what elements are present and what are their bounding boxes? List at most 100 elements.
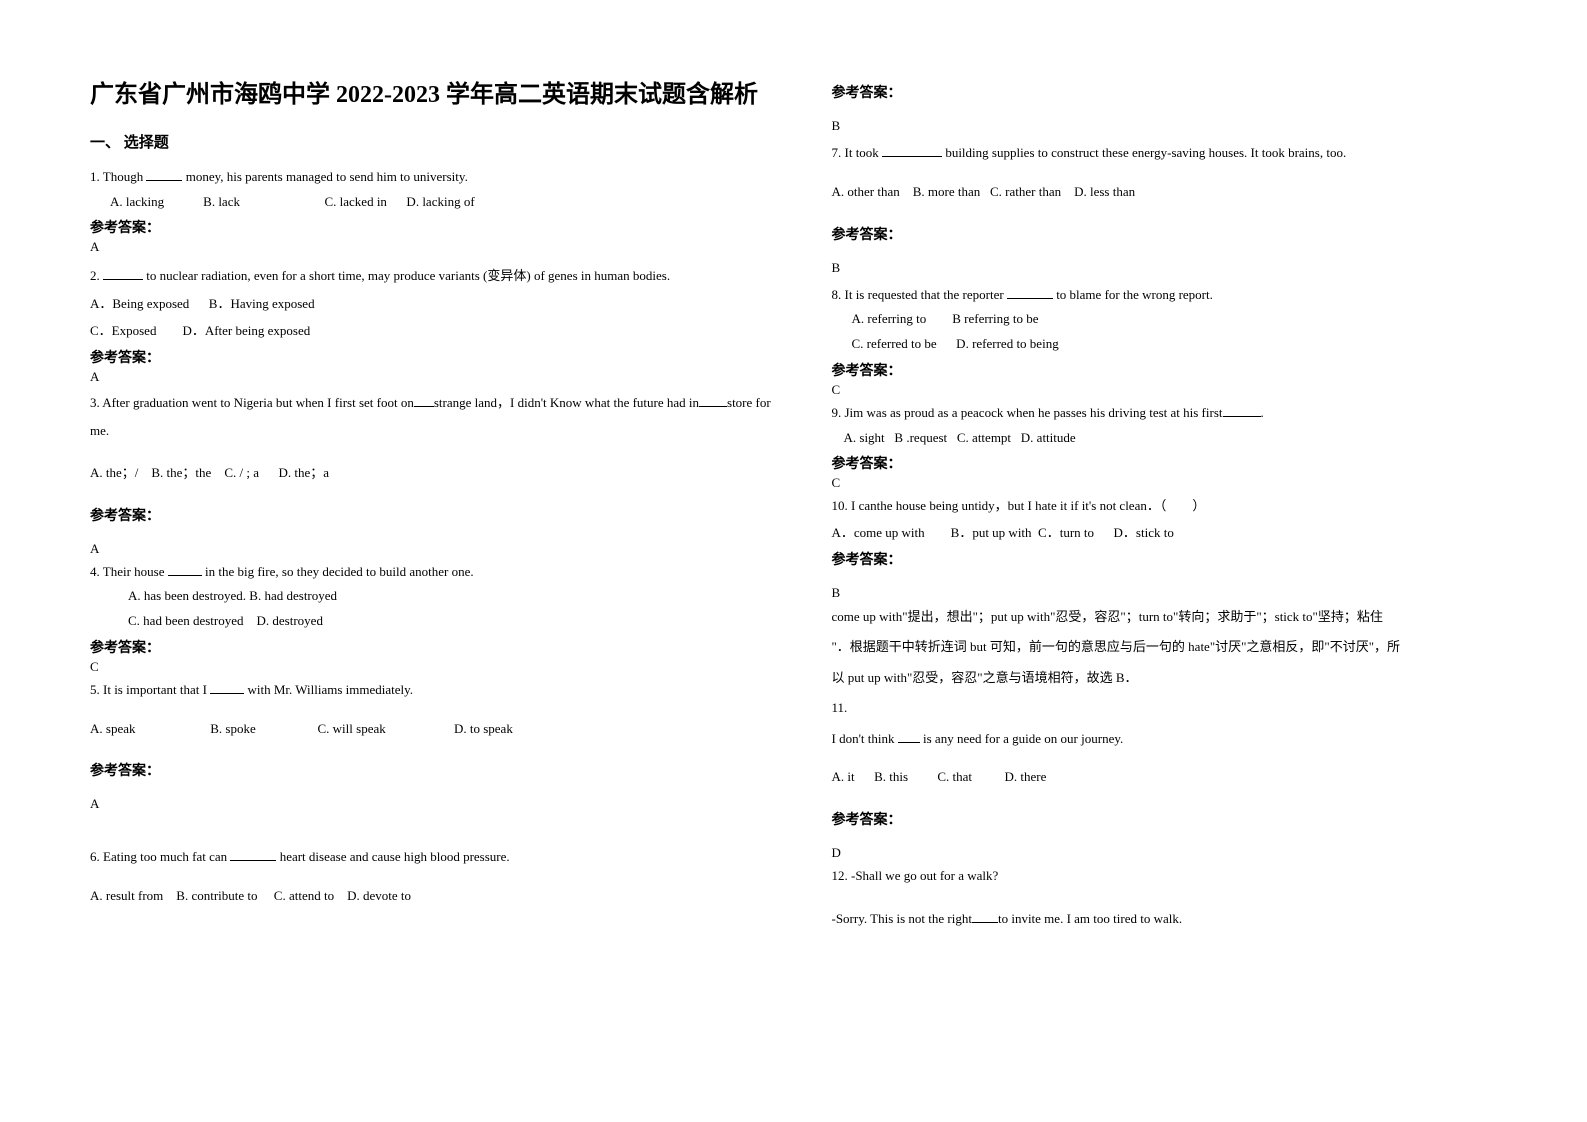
q4-options-1: A. has been destroyed. B. had destroyed bbox=[90, 585, 776, 608]
spacer bbox=[90, 527, 776, 541]
q3-stem: 3. After graduation went to Nigeria but … bbox=[90, 389, 776, 446]
blank bbox=[168, 563, 202, 576]
q2-stem: 2. to nuclear radiation, even for a shor… bbox=[90, 263, 776, 289]
q3-answer: A bbox=[90, 541, 776, 557]
spacer bbox=[832, 246, 1518, 260]
q7-stem: 7. It took building supplies to construc… bbox=[832, 142, 1518, 165]
q3-options: A. the；/ B. the；the C. / ; a D. the；a bbox=[90, 462, 776, 485]
q9-stem: 9. Jim was as proud as a peacock when he… bbox=[832, 402, 1518, 425]
q4-stem: 4. Their house in the big fire, so they … bbox=[90, 561, 776, 584]
q12-line1: 12. -Shall we go out for a walk? bbox=[832, 865, 1518, 888]
q4-stem-b: in the big fire, so they decided to buil… bbox=[202, 564, 474, 579]
q7-stem-a: 7. It took bbox=[832, 145, 883, 160]
q1-answer: A bbox=[90, 239, 776, 255]
spacer bbox=[832, 890, 1518, 904]
spacer bbox=[832, 831, 1518, 845]
q10-explanation-3: 以 put up with"忍受，容忍"之意与语境相符，故选 B． bbox=[832, 666, 1518, 691]
q2-stem-a: 2. bbox=[90, 268, 103, 283]
answer-label: 参考答案： bbox=[832, 549, 1518, 569]
spacer bbox=[832, 791, 1518, 805]
q10-explanation-2: "．根据题干中转折连词 but 可知，前一句的意思应与后一句的 hate"讨厌"… bbox=[832, 635, 1518, 660]
q2-options-2: C．Exposed D．After being exposed bbox=[90, 320, 776, 343]
spacer bbox=[832, 752, 1518, 766]
spacer bbox=[90, 820, 776, 842]
q9-stem-a: 9. Jim was as proud as a peacock when he… bbox=[832, 405, 1223, 420]
left-column: 广东省广州市海鸥中学 2022-2023 学年高二英语期末试题含解析 一、 选择… bbox=[90, 78, 804, 1082]
q5-stem: 5. It is important that I with Mr. Willi… bbox=[90, 679, 776, 702]
answer-label: 参考答案： bbox=[90, 760, 776, 780]
answer-label: 参考答案： bbox=[90, 637, 776, 657]
section-heading: 一、 选择题 bbox=[90, 131, 776, 152]
q2-stem-b: to nuclear radiation, even for a short t… bbox=[143, 268, 670, 283]
document-title: 广东省广州市海鸥中学 2022-2023 学年高二英语期末试题含解析 bbox=[90, 78, 776, 113]
answer-label: 参考答案： bbox=[832, 360, 1518, 380]
q2-answer: A bbox=[90, 369, 776, 385]
blank bbox=[230, 849, 276, 862]
answer-label: 参考答案： bbox=[832, 453, 1518, 473]
q1-options: A. lacking B. lack C. lacked in D. lacki… bbox=[90, 191, 776, 214]
q8-options-2: C. referred to be D. referred to being bbox=[832, 333, 1518, 356]
q5-options: A. speak B. spoke C. will speak D. to sp… bbox=[90, 718, 776, 741]
q4-stem-a: 4. Their house bbox=[90, 564, 168, 579]
q9-answer: C bbox=[832, 475, 1518, 491]
answer-label: 参考答案： bbox=[832, 82, 1518, 102]
q10-options: A．come up with B．put up with C．turn to D… bbox=[832, 522, 1518, 545]
q8-options-1: A. referring to B referring to be bbox=[832, 308, 1518, 331]
q10-explanation-1: come up with"提出，想出"；put up with"忍受，容忍"；t… bbox=[832, 605, 1518, 630]
q1-stem: 1. Though money, his parents managed to … bbox=[90, 166, 776, 189]
q11-num: 11. bbox=[832, 697, 1518, 720]
q2-options-1: A．Being exposed B．Having exposed bbox=[90, 293, 776, 316]
spacer bbox=[90, 448, 776, 462]
q4-options-2: C. had been destroyed D. destroyed bbox=[90, 610, 776, 633]
q3-stem-a: 3. After graduation went to Nigeria but … bbox=[90, 395, 414, 410]
q8-stem-b: to blame for the wrong report. bbox=[1053, 287, 1213, 302]
q9-stem-b: . bbox=[1261, 405, 1264, 420]
blank bbox=[972, 910, 998, 923]
blank bbox=[882, 144, 942, 157]
spacer bbox=[832, 206, 1518, 220]
q4-answer: C bbox=[90, 659, 776, 675]
blank bbox=[146, 168, 182, 181]
q9-options: A. sight B .request C. attempt D. attitu… bbox=[832, 427, 1518, 450]
answer-label: 参考答案： bbox=[832, 809, 1518, 829]
answer-label: 参考答案： bbox=[90, 217, 776, 237]
q6-stem-b: heart disease and cause high blood press… bbox=[276, 849, 509, 864]
spacer bbox=[90, 742, 776, 756]
blank bbox=[1007, 286, 1053, 299]
blank bbox=[414, 394, 434, 407]
q7-options: A. other than B. more than C. rather tha… bbox=[832, 181, 1518, 204]
spacer bbox=[832, 571, 1518, 585]
q12-line2: -Sorry. This is not the rightto invite m… bbox=[832, 908, 1518, 931]
q6-options: A. result from B. contribute to C. atten… bbox=[90, 885, 776, 908]
page: 广东省广州市海鸥中学 2022-2023 学年高二英语期末试题含解析 一、 选择… bbox=[0, 0, 1587, 1122]
q5-stem-b: with Mr. Williams immediately. bbox=[244, 682, 413, 697]
blank bbox=[898, 730, 920, 743]
q6-answer: B bbox=[832, 118, 1518, 134]
q8-stem: 8. It is requested that the reporter to … bbox=[832, 284, 1518, 307]
q10-stem: 10. I canthe house being untidy，but I ha… bbox=[832, 495, 1518, 518]
right-column: 参考答案： B 7. It took building supplies to … bbox=[804, 78, 1518, 1082]
q5-answer: A bbox=[90, 796, 776, 812]
blank bbox=[1223, 404, 1261, 417]
answer-label: 参考答案： bbox=[832, 224, 1518, 244]
q1-stem-b: money, his parents managed to send him t… bbox=[182, 169, 467, 184]
spacer bbox=[90, 871, 776, 885]
q11-stem-a: I don't think bbox=[832, 731, 898, 746]
blank bbox=[103, 268, 143, 281]
q3-stem-b: strange land，I didn't Know what the futu… bbox=[434, 395, 699, 410]
q11-stem-b: is any need for a guide on our journey. bbox=[920, 731, 1124, 746]
spacer bbox=[90, 704, 776, 718]
q11-answer: D bbox=[832, 845, 1518, 861]
q6-stem-a: 6. Eating too much fat can bbox=[90, 849, 230, 864]
q12-line2-b: to invite me. I am too tired to walk. bbox=[998, 911, 1182, 926]
spacer bbox=[90, 487, 776, 501]
blank bbox=[699, 394, 727, 407]
q5-stem-a: 5. It is important that I bbox=[90, 682, 210, 697]
q8-answer: C bbox=[832, 382, 1518, 398]
q7-stem-b: building supplies to construct these ene… bbox=[942, 145, 1346, 160]
q11-options: A. it B. this C. that D. there bbox=[832, 766, 1518, 789]
spacer bbox=[832, 104, 1518, 118]
q11-stem: I don't think is any need for a guide on… bbox=[832, 728, 1518, 751]
q1-stem-a: 1. Though bbox=[90, 169, 146, 184]
q7-answer: B bbox=[832, 260, 1518, 276]
